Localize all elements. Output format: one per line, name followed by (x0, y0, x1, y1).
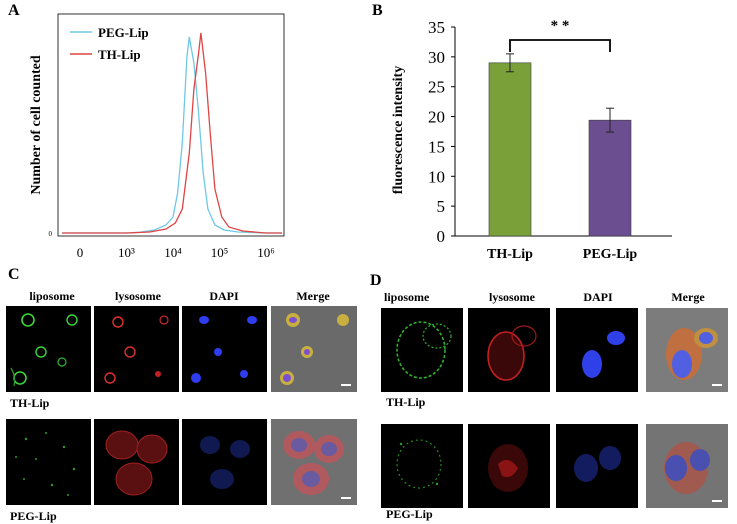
micrograph-th-dapi (556, 308, 638, 392)
plot-frame (57, 13, 285, 237)
scale-bar (712, 500, 722, 502)
panel-letter-d: D (370, 272, 382, 289)
scale-bar (712, 384, 722, 386)
legend-label-th: TH-Lip (98, 47, 141, 62)
micrograph-peg-liposome (6, 419, 91, 505)
micrograph-th-liposome (381, 308, 463, 392)
legend: PEG-Lip TH-Lip (70, 25, 149, 62)
micrograph-peg-lysosome (468, 424, 550, 508)
legend-label-peg: PEG-Lip (98, 25, 149, 40)
row-label-th: TH-Lip (10, 396, 50, 410)
y-tick-label: 30 (428, 48, 445, 67)
row-label-peg: PEG-Lip (10, 509, 57, 523)
micrograph-peg-liposome (381, 424, 463, 508)
micrograph-th-liposome (6, 306, 91, 392)
scale-bar (341, 384, 351, 386)
y-tick-label: 20 (428, 108, 445, 127)
x-tick-label: 10³ (118, 245, 135, 260)
bar-peg-lip (588, 119, 632, 237)
x-category-label: PEG-Lip (583, 247, 638, 262)
panel-letter-a: A (8, 2, 20, 19)
column-header: Merge (296, 289, 330, 303)
column-header: DAPI (583, 290, 613, 304)
fluorescence-bar-chart: fluorescence intensity 0 5 10 15 20 25 30 35 TH… (391, 18, 672, 262)
micrograph-th-lysosome (94, 306, 179, 392)
micrograph-th-dapi (182, 306, 267, 392)
row-label-peg: PEG-Lip (386, 507, 433, 521)
axes: 0 5 10 15 20 25 30 35 (428, 18, 672, 246)
bars: TH-Lip PEG-Lip (487, 53, 638, 262)
flow-histogram-chart: Number of cell counted 0 0 10³ 10⁴ 10⁵ 10⁶ P… (29, 13, 285, 260)
x-tick-label: 0 (77, 245, 84, 260)
bar-th-lip (488, 62, 532, 237)
x-tick-labels: 0 10³ 10⁴ 10⁵ 10⁶ (77, 245, 275, 260)
y-tick-label: 10 (428, 167, 445, 186)
x-tick-label: 10⁶ (257, 245, 275, 260)
histogram-curve-th-lip (62, 32, 282, 234)
y-tick-label: 25 (428, 78, 445, 97)
micrograph-peg-merge (271, 419, 357, 505)
column-header: DAPI (209, 289, 239, 303)
significance-bracket: * * (509, 18, 611, 52)
micrograph-peg-lysosome (94, 419, 179, 505)
micrograph-peg-dapi (182, 419, 267, 505)
histogram-curves (62, 32, 282, 234)
micrograph-th-merge (646, 308, 728, 392)
y-tick-label: 35 (428, 18, 445, 37)
column-header: lysosome (489, 290, 535, 304)
micrograph-th-merge (271, 306, 357, 392)
x-tick-label: 10⁴ (164, 245, 182, 260)
y-tick-label: 15 (428, 137, 445, 156)
y-axis-label: Number of cell counted (29, 55, 44, 195)
histogram-curve-peg-lip (62, 36, 282, 234)
micrograph-peg-merge (646, 424, 728, 508)
row-label-th: TH-Lip (386, 395, 426, 409)
micrograph-th-lysosome (468, 308, 550, 392)
scale-bar (341, 497, 351, 499)
y-tick-label: 0 (437, 227, 446, 246)
panel-letter-b: B (372, 2, 383, 19)
column-header: liposome (29, 289, 75, 303)
panel-letter-c: C (8, 266, 20, 283)
column-header: liposome (384, 290, 430, 304)
column-header: Merge (671, 290, 705, 304)
y-tick-label: 5 (437, 197, 446, 216)
y-axis-label: fluorescence intensity (391, 66, 406, 194)
x-tick-label: 10⁵ (211, 245, 229, 260)
micrograph-peg-dapi (556, 424, 638, 508)
x-category-label: TH-Lip (487, 247, 533, 262)
column-header: lysosome (115, 289, 161, 303)
significance-stars: * * (551, 18, 570, 34)
y-tick-label: 0 (49, 230, 53, 238)
